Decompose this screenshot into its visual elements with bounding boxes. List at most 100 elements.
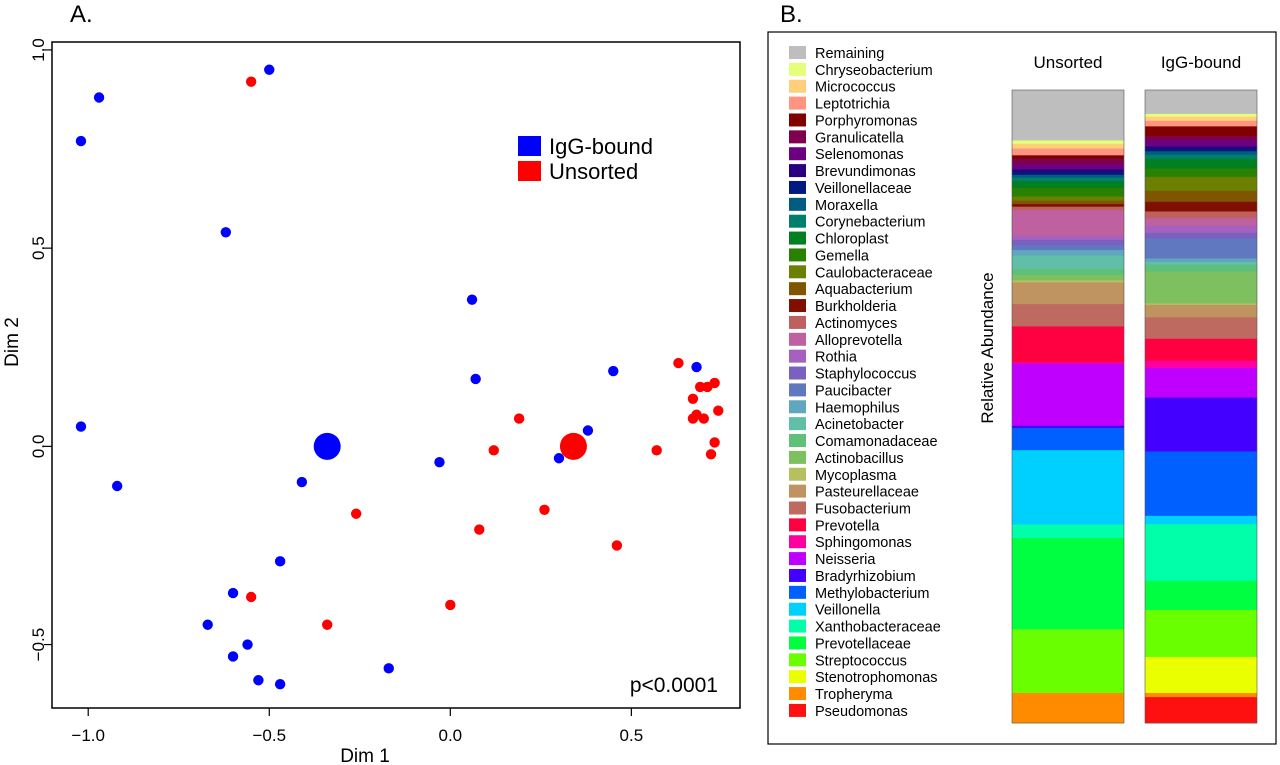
bar-segment-neisseria (1145, 367, 1257, 398)
taxa-legend-label: Streptococcus (815, 653, 907, 669)
bar-segment-gemella (1012, 187, 1124, 197)
taxa-legend-swatch (789, 417, 806, 431)
point-unsorted (673, 357, 684, 369)
bar-segment-brevundimonas (1012, 169, 1124, 172)
point-unsorted (539, 504, 550, 515)
point-igg-bound (274, 679, 286, 690)
taxa-legend-label: Comamonadaceae (815, 434, 938, 450)
bar-segment-leptotrichia (1145, 120, 1257, 127)
point-igg-bound (264, 64, 275, 75)
bar-segment-staphylococcus (1145, 232, 1257, 239)
point-unsorted (705, 449, 717, 460)
taxa-legend-label: Pseudomonas (815, 704, 908, 720)
bar-segment-acinetobacter (1012, 255, 1124, 269)
point-unsorted (611, 540, 623, 551)
centroid-igg-bound (313, 432, 341, 460)
bar-outline (1144, 89, 1258, 724)
bar-segment-neisseria (1012, 363, 1124, 426)
bar-segment-pasteurellaceae (1012, 282, 1124, 305)
x-tick-label: −1.0 (71, 726, 105, 745)
x-tick-label: 0.0 (438, 726, 462, 745)
bar-segment-micrococcus (1145, 116, 1257, 121)
taxa-legend-label: Alloprevotella (815, 333, 903, 349)
taxa-legend-label: Actinobacillus (815, 451, 904, 467)
taxa-legend-swatch (789, 180, 806, 194)
bar-segment-xanthobacteraceae (1145, 523, 1257, 581)
bar-segment-tropheryma (1012, 692, 1124, 724)
taxa-legend-label: Methylobacterium (815, 586, 929, 602)
bar-segment-actinomyces (1145, 211, 1257, 219)
bar-segment-streptococcus (1145, 609, 1257, 657)
bar-segment-comamonadaceae (1145, 264, 1257, 272)
taxa-legend-swatch (789, 670, 806, 684)
taxa-legend-swatch (789, 602, 806, 616)
bar-segment-rothia (1012, 235, 1124, 240)
point-igg-bound (296, 476, 308, 488)
point-unsorted (694, 381, 706, 393)
bar-segment-burkholderia (1145, 201, 1257, 212)
taxa-legend-swatch (789, 248, 806, 262)
bar-segment-haemophilus (1145, 258, 1257, 262)
bar-segment-selenomonas (1012, 163, 1124, 170)
bar-segment-chloroplast (1145, 158, 1257, 169)
taxa-legend-swatch (789, 164, 806, 178)
taxa-legend-swatch (789, 332, 806, 346)
point-igg-bound (383, 663, 394, 674)
taxa-legend-label: Tropheryma (815, 687, 894, 703)
bar-segment-bradyrhizobium (1145, 397, 1257, 452)
taxa-legend-swatch (789, 46, 806, 59)
point-igg-bound (242, 639, 253, 650)
legend-swatch (518, 161, 541, 181)
bar-segment-staphylococcus (1012, 239, 1124, 246)
point-igg-bound (111, 480, 123, 492)
taxa-legend-label: Neisseria (815, 552, 876, 568)
bar-segment-corynebacterium (1145, 154, 1257, 159)
bar-segment-veillonella (1145, 515, 1257, 525)
point-igg-bound (227, 587, 239, 599)
point-igg-bound (691, 361, 702, 373)
taxa-legend-swatch (789, 299, 806, 313)
taxa-legend-swatch (789, 366, 806, 380)
taxa-legend-swatch (789, 619, 806, 633)
bar-segment-remaining (1012, 90, 1124, 141)
point-igg-bound (608, 365, 619, 377)
taxa-legend-label: Prevotellaceae (815, 636, 911, 652)
y-axis-label: Dim 2 (2, 317, 23, 367)
y-tick-label: 0.5 (29, 236, 48, 260)
bar-segment-sphingomonas (1012, 361, 1124, 364)
bar-segment-caulobacteraceae (1145, 176, 1257, 191)
taxa-legend-swatch (789, 434, 806, 448)
p-value-annotation: p<0.0001 (630, 674, 718, 697)
bar-segment-pseudomonas (1145, 696, 1257, 724)
point-igg-bound (434, 457, 445, 468)
point-igg-bound (470, 373, 481, 385)
scatter-plot-frame (51, 41, 741, 709)
taxa-legend-label: Stenotrophomonas (815, 670, 938, 686)
taxa-legend-swatch (789, 552, 806, 566)
bar-segment-aquabacterium (1012, 200, 1124, 205)
bar-segment-corynebacterium (1012, 177, 1124, 182)
scatter-points (75, 64, 724, 690)
x-tick-label: −0.5 (252, 726, 286, 745)
taxa-legend-label: Paucibacter (815, 383, 892, 399)
taxa-legend-label: Leptotrichia (815, 97, 891, 113)
bar-segment-paucibacter (1145, 238, 1257, 259)
bar-segment-veillonella (1012, 449, 1124, 525)
taxa-legend-label: Mycoplasma (815, 468, 897, 484)
bar-segment-chryseobacterium (1012, 140, 1124, 144)
bar-segment-moraxella (1145, 150, 1257, 155)
taxa-legend-label: Rothia (815, 350, 858, 366)
x-tick-label: 0.5 (620, 726, 644, 745)
taxa-legend-label: Aquabacterium (815, 282, 913, 298)
taxa-legend-swatch (789, 636, 806, 650)
panel-b-label: B. (780, 1, 803, 28)
panel-a-label: A. (70, 1, 93, 28)
bar-segment-prevotellaceae (1012, 537, 1124, 630)
taxa-legend-label: Veillonellaceae (815, 181, 912, 197)
point-igg-bound (466, 294, 478, 305)
legend-label: IgG-bound (549, 134, 653, 159)
taxa-legend-label: Remaining (815, 46, 884, 62)
taxa-legend-swatch (789, 450, 806, 464)
